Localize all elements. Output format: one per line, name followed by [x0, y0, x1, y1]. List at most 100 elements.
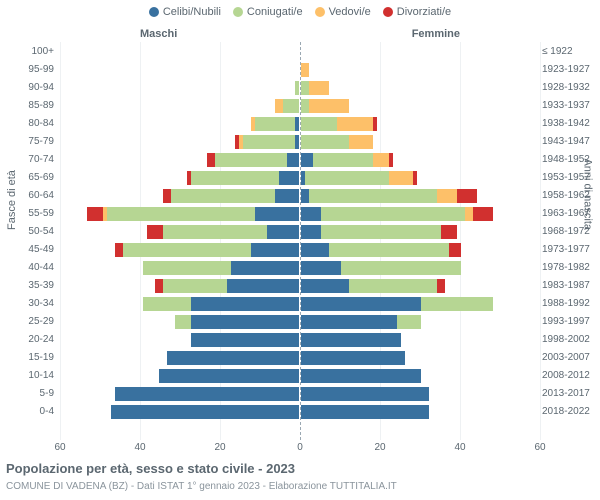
- female-bar: [301, 405, 429, 419]
- bar-segment: [295, 117, 299, 131]
- male-bar: [115, 243, 299, 257]
- female-bar: [301, 81, 329, 95]
- bar-segment: [167, 351, 299, 365]
- age-row: 35-391983-1987: [60, 278, 540, 294]
- male-bar: [175, 315, 299, 329]
- x-tick-label: 20: [374, 442, 385, 453]
- bar-segment: [301, 207, 321, 221]
- age-row: 75-791943-1947: [60, 134, 540, 150]
- male-bar: [147, 225, 299, 239]
- x-tick-label: 0: [297, 442, 303, 453]
- legend: Celibi/NubiliConiugati/eVedovi/eDivorzia…: [0, 6, 600, 18]
- bar-segment: [115, 243, 123, 257]
- bar-segment: [341, 261, 461, 275]
- bar-segment: [115, 387, 299, 401]
- bar-segment: [301, 99, 309, 113]
- bar-segment: [457, 189, 477, 203]
- bar-segment: [175, 315, 191, 329]
- age-row: 30-341988-1992: [60, 296, 540, 312]
- x-tick-label: 60: [54, 442, 65, 453]
- bar-segment: [239, 135, 243, 149]
- bar-segment: [449, 243, 461, 257]
- bar-segment: [231, 261, 299, 275]
- bar-segment: [235, 135, 239, 149]
- age-row: 45-491973-1977: [60, 242, 540, 258]
- male-bar: [295, 81, 299, 95]
- bar-segment: [373, 153, 389, 167]
- bar-segment: [301, 153, 313, 167]
- female-bar: [301, 351, 405, 365]
- population-pyramid-chart: Celibi/NubiliConiugati/eVedovi/eDivorzia…: [0, 0, 600, 500]
- bar-segment: [301, 315, 397, 329]
- birth-year-label: 1983-1987: [542, 278, 598, 294]
- birth-year-label: 1923-1927: [542, 62, 598, 78]
- bar-segment: [465, 207, 473, 221]
- age-label: 55-59: [2, 206, 54, 222]
- age-row: 65-691953-1957: [60, 170, 540, 186]
- age-row: 25-291993-1997: [60, 314, 540, 330]
- bar-segment: [301, 405, 429, 419]
- male-bar: [143, 261, 299, 275]
- age-row: 80-841938-1942: [60, 116, 540, 132]
- age-label: 75-79: [2, 134, 54, 150]
- age-label: 85-89: [2, 98, 54, 114]
- age-row: 10-142008-2012: [60, 368, 540, 384]
- age-label: 100+: [2, 44, 54, 60]
- bar-segment: [155, 279, 163, 293]
- birth-year-label: 1948-1952: [542, 152, 598, 168]
- bar-segment: [159, 369, 299, 383]
- bar-segment: [301, 279, 349, 293]
- bar-segment: [301, 297, 421, 311]
- male-bar: [235, 135, 299, 149]
- female-bar: [301, 99, 349, 113]
- bar-segment: [191, 297, 299, 311]
- bar-segment: [143, 297, 191, 311]
- age-label: 30-34: [2, 296, 54, 312]
- bar-segment: [337, 117, 373, 131]
- bar-segment: [163, 225, 267, 239]
- birth-year-label: 1963-1967: [542, 206, 598, 222]
- age-row: 55-591963-1967: [60, 206, 540, 222]
- age-row: 15-192003-2007: [60, 350, 540, 366]
- bar-segment: [251, 243, 299, 257]
- bar-segment: [171, 189, 275, 203]
- bar-segment: [191, 315, 299, 329]
- grid-line: [540, 42, 541, 440]
- legend-label: Celibi/Nubili: [163, 6, 221, 18]
- bar-segment: [191, 333, 299, 347]
- bar-segment: [295, 135, 299, 149]
- male-bar: [155, 279, 299, 293]
- birth-year-label: 1953-1957: [542, 170, 598, 186]
- bar-segment: [275, 189, 299, 203]
- plot-area: 100+≤ 192295-991923-192790-941928-193285…: [60, 42, 540, 440]
- male-bar: [167, 351, 299, 365]
- birth-year-label: 2018-2022: [542, 404, 598, 420]
- male-bar: [163, 189, 299, 203]
- bar-segment: [123, 243, 251, 257]
- age-row: 0-42018-2022: [60, 404, 540, 420]
- bar-segment: [473, 207, 493, 221]
- bar-segment: [389, 153, 393, 167]
- age-label: 25-29: [2, 314, 54, 330]
- birth-year-label: 1928-1932: [542, 80, 598, 96]
- age-label: 0-4: [2, 404, 54, 420]
- bar-segment: [305, 171, 389, 185]
- bar-segment: [413, 171, 417, 185]
- birth-year-label: 1938-1942: [542, 116, 598, 132]
- bar-segment: [309, 81, 329, 95]
- age-label: 15-19: [2, 350, 54, 366]
- x-tick-label: 40: [134, 442, 145, 453]
- age-row: 5-92013-2017: [60, 386, 540, 402]
- age-row: 60-641958-1962: [60, 188, 540, 204]
- bar-segment: [207, 153, 215, 167]
- bar-segment: [215, 153, 287, 167]
- age-row: 40-441978-1982: [60, 260, 540, 276]
- bar-segment: [301, 243, 329, 257]
- birth-year-label: 2008-2012: [542, 368, 598, 384]
- bar-segment: [283, 99, 299, 113]
- female-bar: [301, 387, 429, 401]
- bar-segment: [301, 351, 405, 365]
- bar-segment: [107, 207, 255, 221]
- bar-segment: [275, 99, 283, 113]
- legend-swatch: [233, 7, 243, 17]
